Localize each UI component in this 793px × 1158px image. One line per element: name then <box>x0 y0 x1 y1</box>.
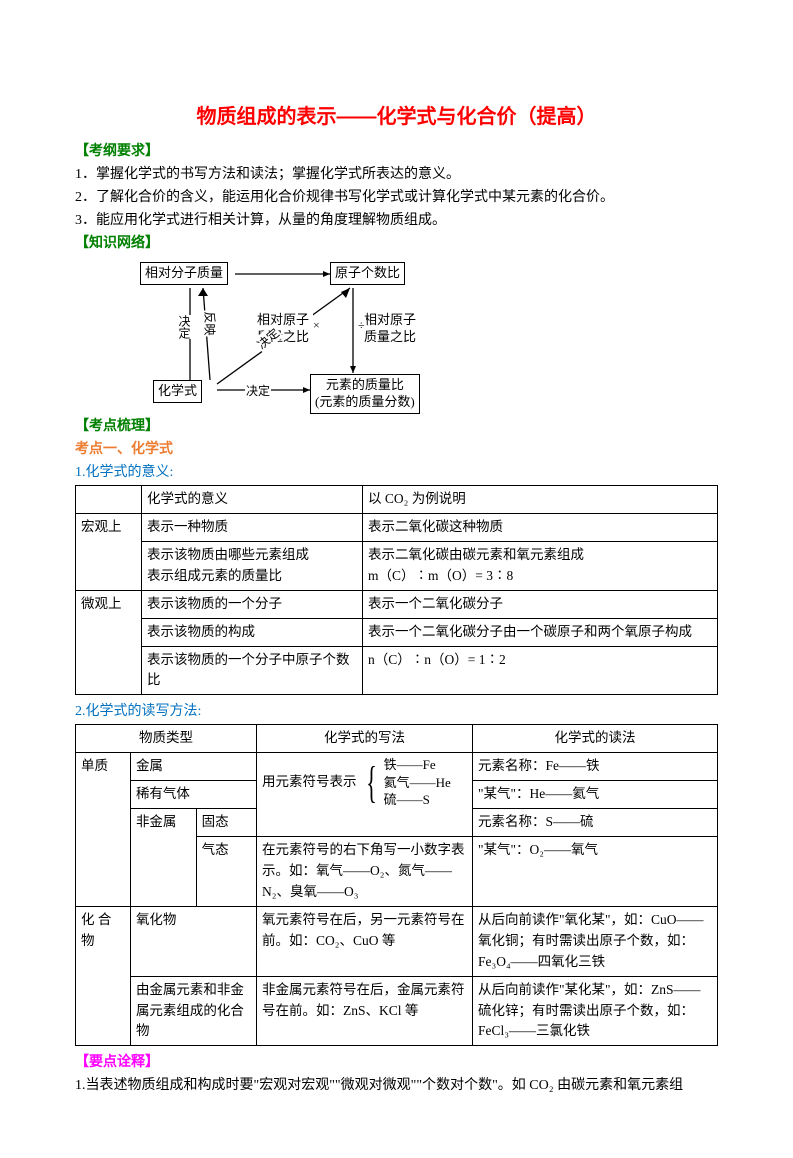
heading-network: 【知识网络】 <box>75 233 718 254</box>
diagram-label-div: ÷ <box>357 318 366 333</box>
outline-line-2: 2．了解化合价的含义，能运用化合价规律书写化学式或计算化学式中某元素的化合价。 <box>75 187 718 208</box>
note-line-1: 1.当表述物质组成和构成时要"宏观对宏观""微观对微观""个数对个数"。如 CO… <box>75 1075 718 1096</box>
table-row: 物质类型 化学式的写法 化学式的读法 <box>76 725 718 753</box>
heading-sub1: 1.化学式的意义: <box>75 462 718 483</box>
diagram-label-decide1: 决定 <box>175 315 194 339</box>
table-row: 表示该物质的构成 表示一个二氧化碳分子由一个碳原子和两个氧原子构成 <box>76 618 718 646</box>
diagram-box-rel2: 相对原子质量之比 <box>360 310 420 348</box>
heading-outline: 【考纲要求】 <box>75 141 718 162</box>
diagram-label-decide2: 决定 <box>245 382 271 399</box>
table-row: 微观上 表示该物质的一个分子 表示一个二氧化碳分子 <box>76 590 718 618</box>
outline-line-1: 1．掌握化学式的书写方法和读法；掌握化学式所表达的意义。 <box>75 164 718 185</box>
table-row: 单质 金属 用元素符号表示 { 铁——Fe 氦气——He 硫——S 元素名称：F… <box>76 753 718 781</box>
table-row: 宏观上 表示一种物质 表示二氧化碳这种物质 <box>76 513 718 541</box>
table-writing: 物质类型 化学式的写法 化学式的读法 单质 金属 用元素符号表示 { 铁——Fe… <box>75 724 718 1046</box>
table-row: 化学式的意义 以 CO₂ 为例说明 <box>76 486 718 514</box>
heading-sub2: 2.化学式的读写方法: <box>75 701 718 722</box>
table-row: 表示该物质由哪些元素组成表示组成元素的质量比 表示二氧化碳由碳元素和氧元素组成m… <box>76 541 718 590</box>
document-page: 物质组成的表示——化学式与化合价（提高） 【考纲要求】 1．掌握化学式的书写方法… <box>0 0 793 1158</box>
table-row: 由金属元素和非金属元素组成的化合物 非金属元素符号在后，金属元素符号在前。如：Z… <box>76 976 718 1046</box>
heading-interpret: 【要点诠释】 <box>75 1052 718 1073</box>
table-row: 表示该物质的一个分子中原子个数比 n（C）∶n（O）= 1∶2 <box>76 646 718 695</box>
outline-line-3: 3．能应用化学式进行相关计算，从量的角度理解物质组成。 <box>75 210 718 231</box>
diagram-box-mass-ratio: 元素的质量比(元素的质量分数) <box>310 374 420 414</box>
diagram-box-formula: 化学式 <box>153 380 202 403</box>
heading-point1: 考点一、化学式 <box>75 439 718 460</box>
page-title: 物质组成的表示——化学式与化合价（提高） <box>75 100 718 129</box>
diagram-box-mass: 相对分子质量 <box>140 262 228 285</box>
diagram-box-ratio: 原子个数比 <box>330 262 405 285</box>
heading-comb: 【考点梳理】 <box>75 416 718 437</box>
table-row: 化 合 物 氧化物 氧元素符号在后，另一元素符号在前。如：CO₂、CuO 等 从… <box>76 906 718 976</box>
diagram-label-mul: × <box>312 318 321 333</box>
diagram-label-reflect: 反映 <box>202 310 219 336</box>
table-meaning: 化学式的意义 以 CO₂ 为例说明 宏观上 表示一种物质 表示二氧化碳这种物质 … <box>75 485 718 695</box>
knowledge-diagram: 相对分子质量 原子个数比 相对原子质量之比 相对原子质量之比 化学式 元素的质量… <box>135 260 445 410</box>
